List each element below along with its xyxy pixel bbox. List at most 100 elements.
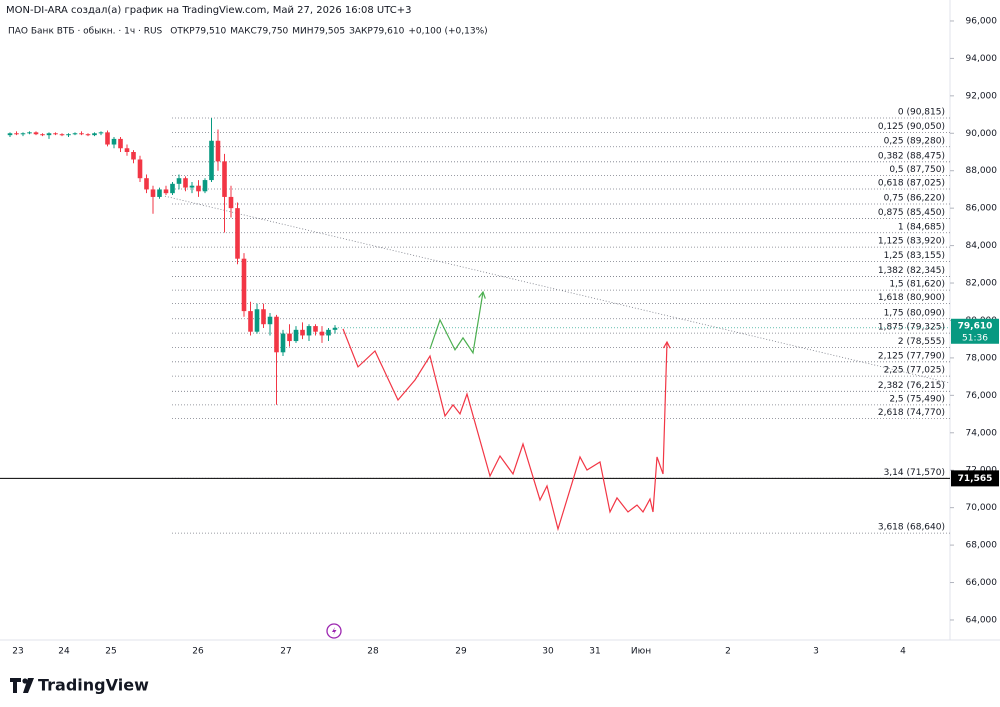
candle-body [300,329,305,336]
brand-logo [10,678,34,693]
fib-level-label: 2,5 (75,490) [889,394,945,404]
candle-body [306,326,312,336]
price-tick-label: 94,000 [966,54,998,64]
price-tick-label: 92,000 [966,91,998,101]
fib-level-label: 0,618 (87,025) [878,178,945,188]
current-price-countdown: 51:36 [962,333,988,343]
price-tick-label: 66,000 [966,578,998,588]
candle-body [118,138,123,149]
candle-body [20,133,26,135]
candle-body [189,185,195,188]
price-tick-label: 64,000 [966,615,998,625]
candle-body [215,140,221,162]
candle-body [287,333,292,342]
candle-body [144,178,149,190]
fib-level-label: 2,382 (76,215) [878,381,945,391]
candle-body [313,326,318,332]
candle-body [59,134,65,136]
time-tick-label: 28 [367,647,379,657]
candle-body [131,151,136,160]
price-tick-label: 68,000 [966,541,998,551]
candle-body [98,132,104,134]
projection-red [342,328,668,532]
projection-green [429,291,484,355]
fib-level-label: 0,5 (87,750) [889,165,945,175]
time-tick-label: 27 [280,647,291,657]
fib-level-label: 1 (84,685) [898,222,945,232]
candle-body [27,132,32,134]
candle-body [111,138,117,145]
legend-field-name: ОТКР [170,27,195,37]
projection-red-arrow [662,340,671,349]
fib-level-label: 0,875 (85,450) [878,208,945,218]
candle-body [183,178,188,188]
time-tick-label: 26 [192,647,204,657]
time-tick-label: Июн [631,647,651,657]
candle-body [40,134,45,136]
time-tick-label: 25 [105,647,116,657]
candle-body [46,133,52,136]
trend-line [164,195,951,384]
candle-body [33,132,39,135]
candle-body [274,316,279,353]
candle-body [7,133,13,136]
candle-body [137,159,143,179]
candle-body [14,133,19,135]
fib-level-label: 1,25 (83,155) [884,251,945,261]
candle-body [254,309,260,332]
candle-body [209,140,214,181]
fib-level-label: 1,75 (80,090) [884,308,945,318]
candle-body [332,327,338,330]
candle-body [319,331,325,336]
header: MON-DI-ARA создал(а) график на TradingVi… [6,5,411,16]
fib-level-label: 0,125 (90,050) [878,122,945,132]
fib-level-label: 2,618 (74,770) [878,408,945,418]
time-tick-label: 3 [813,647,819,657]
candle-body [267,316,273,325]
fib-level-label: 3,618 (68,640) [878,523,945,533]
candle-body [326,329,331,336]
price-tick-label: 76,000 [966,391,998,401]
time-tick-label: 29 [455,647,467,657]
horizontal-line-badge [951,470,999,487]
legend-symbol: ПАО Банк ВТБ · обыкн. · 1ч · RUS [8,27,163,37]
candle-body [280,333,286,353]
candle-body [124,148,130,152]
candle-body [261,309,266,325]
candle-body [228,196,234,209]
price-tick-label: 90,000 [966,129,998,139]
fib-level-label: 0 (90,815) [898,108,945,118]
candle-body [157,189,162,197]
candle-body [92,133,97,136]
candle-body [222,161,227,197]
time-tick-label: 24 [58,647,70,657]
time-tick-label: 23 [12,647,23,657]
candle-body [163,189,169,194]
legend-field-name: ЗАКР [349,27,373,37]
lightning-icon [326,623,342,639]
horizontal-line-label: 71,565 [958,474,993,484]
fib-level-label: 1,618 (80,900) [878,293,945,303]
candle-body [85,134,91,136]
candle-body [53,133,58,135]
legend-field-value: 79,505 [314,27,346,37]
fib-level-label: 2,125 (77,790) [878,351,945,361]
price-tick-label: 84,000 [966,241,998,251]
current-price-label: 79,610 [958,321,993,331]
fib-level-label: 1,125 (83,920) [878,237,945,247]
fib-level-label: 0,382 (88,475) [878,151,945,161]
price-tick-label: 82,000 [966,279,998,289]
legend-field-value: 79,610 [373,27,405,37]
legend-field-name: МАКС [230,27,257,37]
candle-body [235,208,240,259]
candle-body [176,178,182,184]
legend-field-value: 79,750 [257,27,289,37]
price-tick-label: 78,000 [966,353,998,363]
time-tick-label: 4 [900,647,906,657]
candle-body [196,185,201,192]
price-tick-label: 74,000 [966,428,998,438]
legend: ПАО Банк ВТБ · обыкн. · 1ч · RUS ОТКР 79,5… [8,27,488,37]
